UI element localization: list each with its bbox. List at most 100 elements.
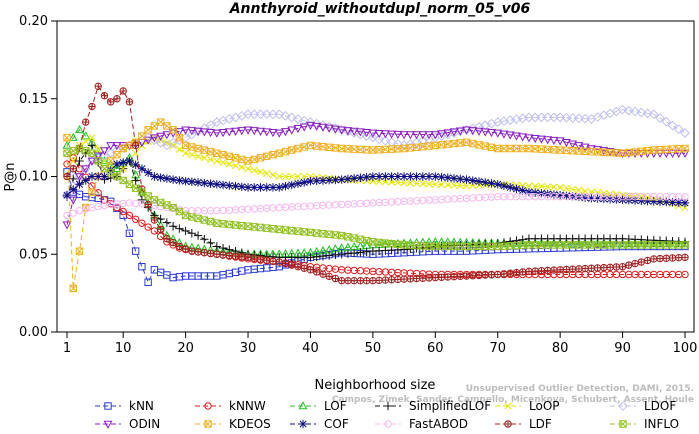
data-point (494, 270, 502, 279)
data-point (506, 237, 515, 246)
data-point (462, 182, 471, 190)
data-point (562, 265, 571, 274)
data-point (318, 123, 328, 132)
data-point (386, 137, 397, 148)
legend-label: LDOF (644, 399, 676, 413)
data-point (605, 195, 615, 204)
data-point (280, 110, 291, 121)
data-point (194, 144, 202, 153)
data-point (194, 152, 202, 160)
data-point (469, 272, 477, 280)
data-point (437, 130, 446, 139)
data-point (580, 113, 591, 124)
data-point (212, 242, 222, 251)
data-point (649, 197, 658, 206)
data-point (63, 133, 71, 142)
data-point (200, 146, 209, 154)
data-point (281, 172, 290, 181)
data-point (618, 263, 627, 271)
data-point (256, 168, 265, 176)
x-tick-label: 60 (427, 341, 444, 356)
data-point (512, 268, 521, 277)
data-point (631, 259, 639, 268)
data-point (406, 179, 414, 187)
data-point (606, 263, 614, 271)
data-point (387, 276, 396, 284)
data-point (337, 250, 346, 259)
data-point (355, 128, 365, 137)
data-point (481, 178, 490, 187)
data-point (462, 126, 471, 135)
data-point (661, 116, 672, 127)
data-point (337, 175, 346, 184)
data-point (406, 275, 415, 283)
data-point (337, 126, 347, 135)
data-point (662, 197, 671, 207)
data-point (288, 261, 296, 269)
data-point (181, 141, 190, 150)
data-point (119, 165, 127, 173)
data-point (474, 127, 484, 136)
data-point (100, 196, 109, 204)
data-point (113, 151, 121, 159)
data-point (299, 123, 309, 132)
data-point (381, 178, 389, 186)
data-point (293, 179, 303, 188)
data-point (381, 172, 390, 181)
legend-label: ODIN (129, 417, 160, 431)
data-point (543, 136, 553, 145)
data-point (400, 179, 408, 187)
legend-label: COF (324, 417, 349, 431)
data-point (487, 179, 496, 188)
data-point (63, 211, 71, 220)
legend-swatch-marker (298, 401, 308, 410)
data-point (294, 263, 302, 271)
series-fastabod (63, 193, 689, 220)
data-point (244, 165, 252, 173)
data-point (75, 247, 84, 255)
data-point (112, 163, 122, 173)
data-point (188, 143, 196, 151)
data-point (144, 192, 152, 200)
data-point (655, 197, 665, 206)
watermark-line-2: Campos, Zimek, Sander, Campello, Micenko… (332, 395, 694, 405)
data-point (349, 127, 359, 136)
data-point (674, 198, 683, 207)
data-point (550, 183, 558, 191)
data-point (331, 274, 340, 283)
data-point (656, 254, 664, 263)
data-point (531, 267, 539, 275)
legend-item-knnw: kNNW (195, 399, 266, 413)
data-point (312, 268, 321, 276)
series-cof (62, 156, 690, 208)
data-point (256, 183, 265, 192)
data-point (112, 159, 122, 169)
data-point (681, 253, 689, 261)
data-point (675, 254, 683, 262)
data-point (630, 106, 640, 117)
data-point (194, 248, 202, 256)
data-point (181, 226, 190, 236)
legend-label: KDEOS (229, 417, 271, 431)
x-tick-label: 10 (115, 341, 132, 356)
data-point (380, 135, 391, 146)
data-point (175, 242, 184, 251)
data-point (392, 138, 403, 149)
data-point (125, 156, 134, 166)
data-point (206, 179, 215, 188)
legend: kNN kNNW LOF SimplifiedLOF LoOP LDOF ODIN KDEOS… (95, 399, 679, 431)
data-point (75, 125, 84, 134)
data-point (431, 172, 440, 181)
data-point (318, 251, 328, 261)
data-point (331, 175, 340, 185)
data-point (174, 128, 184, 137)
data-point (575, 265, 583, 273)
data-point (100, 165, 109, 173)
data-point (405, 131, 415, 140)
legend-item-ldf: LDF (495, 417, 552, 431)
x-tick-label: 90 (614, 341, 631, 356)
data-point (100, 156, 109, 165)
data-point (231, 127, 240, 136)
data-point (575, 186, 583, 194)
data-point (487, 271, 496, 279)
